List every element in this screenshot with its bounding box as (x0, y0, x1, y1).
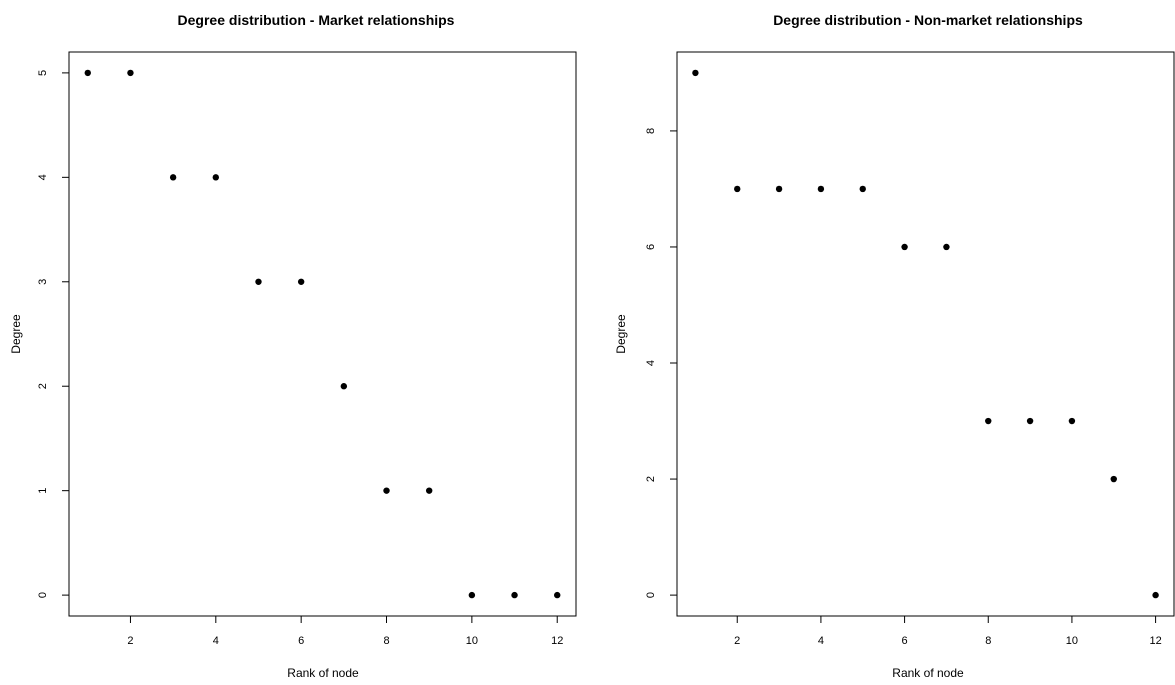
x-tick-label: 12 (1149, 635, 1161, 647)
data-point (425, 487, 433, 494)
y-tick-label: 2 (37, 383, 49, 389)
data-point (383, 487, 390, 494)
x-axis-label: Rank of node (892, 666, 964, 680)
data-point (255, 278, 262, 285)
x-axis-label: Rank of node (287, 666, 359, 680)
y-tick-label: 3 (37, 279, 49, 285)
data-point (1152, 591, 1159, 599)
y-tick-label: 0 (645, 592, 657, 598)
plot-frame (68, 51, 577, 617)
data-point (734, 185, 741, 193)
x-tick-label: 8 (383, 635, 389, 647)
data-point (84, 69, 91, 77)
y-tick-label: 5 (37, 70, 49, 76)
data-point (169, 174, 177, 181)
data-point (692, 69, 699, 77)
data-point (297, 278, 305, 285)
plot-frame (676, 51, 1175, 617)
x-tick-label: 4 (818, 635, 824, 647)
data-point (340, 383, 348, 390)
data-point (1026, 417, 1034, 425)
data-point (817, 185, 825, 193)
y-axis-label: Degree (614, 314, 628, 354)
y-tick-label: 4 (37, 174, 49, 180)
y-axis-label: Degree (9, 314, 23, 354)
data-point (859, 185, 866, 193)
y-tick-label: 8 (645, 128, 657, 134)
data-point (511, 591, 518, 599)
y-tick-label: 2 (645, 476, 657, 482)
chart-title: Degree distribution - Market relationshi… (178, 12, 455, 28)
y-tick-label: 6 (645, 244, 657, 250)
x-tick-label: 2 (734, 635, 740, 647)
data-point (775, 185, 783, 193)
market-relationships-panel: Degree distribution - Market relationshi… (9, 12, 577, 680)
data-point (901, 243, 908, 251)
data-point (212, 174, 220, 181)
chart-title: Degree distribution - Non-market relatio… (773, 12, 1083, 28)
x-tick-label: 4 (213, 635, 219, 647)
x-tick-label: 6 (298, 635, 304, 647)
non-market-relationships-panel: Degree distribution - Non-market relatio… (614, 12, 1175, 680)
x-tick-label: 10 (1066, 635, 1078, 647)
data-point (127, 69, 134, 77)
x-tick-label: 2 (127, 635, 133, 647)
y-tick-label: 1 (37, 488, 49, 494)
x-tick-label: 12 (551, 635, 563, 647)
data-point (1068, 417, 1076, 425)
x-tick-label: 8 (985, 635, 991, 647)
data-point (1110, 475, 1117, 483)
data-point (554, 591, 561, 599)
y-tick-label: 0 (37, 592, 49, 598)
x-tick-label: 6 (902, 635, 908, 647)
data-point (943, 243, 950, 251)
data-point (468, 591, 476, 599)
data-point (985, 417, 992, 425)
x-tick-label: 10 (466, 635, 478, 647)
y-tick-label: 4 (645, 360, 657, 366)
